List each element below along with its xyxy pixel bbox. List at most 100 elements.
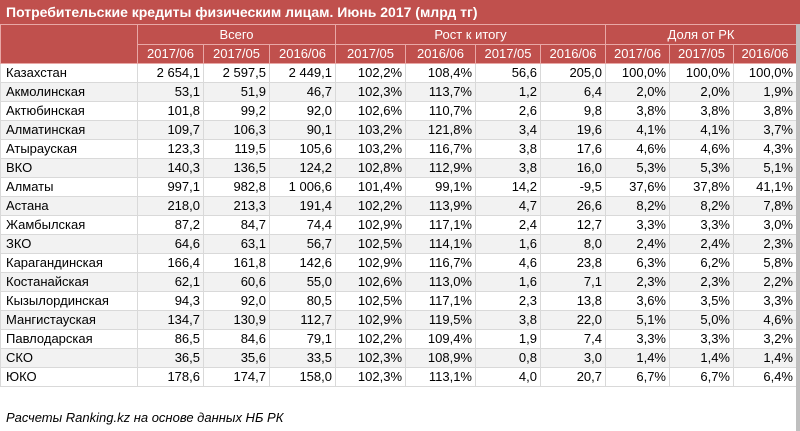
value-cell: 87,2 (137, 215, 204, 235)
value-cell: 2,0% (669, 82, 734, 102)
value-cell: 2 654,1 (137, 63, 204, 83)
value-cell: 108,9% (405, 348, 476, 368)
value-cell: 6,7% (669, 367, 734, 387)
value-cell: 5,1% (733, 158, 797, 178)
value-cell: 6,4% (733, 367, 797, 387)
value-cell: 13,8 (540, 291, 606, 311)
value-cell: 1,4% (669, 348, 734, 368)
value-cell: 5,3% (669, 158, 734, 178)
value-cell: 140,3 (137, 158, 204, 178)
value-cell: 4,3% (733, 139, 797, 159)
value-cell: 982,8 (203, 177, 270, 197)
value-cell: 60,6 (203, 272, 270, 292)
value-cell: 3,8% (733, 101, 797, 121)
value-cell: 3,8 (475, 310, 541, 330)
subheader-cell: 2017/06 (137, 44, 204, 64)
value-cell: 2,2% (733, 272, 797, 292)
value-cell: 116,7% (405, 139, 476, 159)
value-cell: 110,7% (405, 101, 476, 121)
value-cell: 80,5 (269, 291, 336, 311)
value-cell: 113,7% (405, 82, 476, 102)
table-row: Алматинская 109,7 106,3 90,1 103,2% 121,8% 3,4… (0, 120, 797, 140)
value-cell: 100,0% (733, 63, 797, 83)
value-cell: 3,3% (605, 329, 670, 349)
value-cell: 108,4% (405, 63, 476, 83)
value-cell: 213,3 (203, 196, 270, 216)
value-cell: 102,3% (335, 82, 406, 102)
value-cell: 8,0 (540, 234, 606, 254)
value-cell: 161,8 (203, 253, 270, 273)
value-cell: 102,5% (335, 234, 406, 254)
table-row: Акмолинская 53,1 51,9 46,7 102,3% 113,7% 1,2 6,… (0, 82, 797, 102)
table-body: Казахстан 2 654,1 2 597,5 2 449,1 102,2% 108,… (0, 63, 797, 387)
value-cell: 6,7% (605, 367, 670, 387)
value-cell: 56,7 (269, 234, 336, 254)
value-cell: 112,9% (405, 158, 476, 178)
region-name-cell: Акмолинская (0, 82, 138, 102)
value-cell: 102,9% (335, 253, 406, 273)
value-cell: 102,8% (335, 158, 406, 178)
table-row: СКО 36,5 35,6 33,5 102,3% 108,9% 0,8 3,0 1,4% 1,4… (0, 348, 797, 368)
region-name-cell: Алматинская (0, 120, 138, 140)
value-cell: 142,6 (269, 253, 336, 273)
table-row: Алматы 997,1 982,8 1 006,6 101,4% 99,1% 14,2 -9… (0, 177, 797, 197)
data-table: Всего Рост к итогу Доля от РК 2017/06 20… (0, 24, 797, 387)
value-cell: 74,4 (269, 215, 336, 235)
value-cell: 92,0 (203, 291, 270, 311)
table-row: Атырауская 123,3 119,5 105,6 103,2% 116,7% 3,8… (0, 139, 797, 159)
region-name-cell: Жамбылская (0, 215, 138, 235)
value-cell: -9,5 (540, 177, 606, 197)
value-cell: 94,3 (137, 291, 204, 311)
region-name-cell: СКО (0, 348, 138, 368)
value-cell: 36,5 (137, 348, 204, 368)
header-group-row: Всего Рост к итогу Доля от РК (0, 24, 797, 64)
value-cell: 102,6% (335, 101, 406, 121)
value-cell: 4,6% (605, 139, 670, 159)
value-cell: 2,4% (669, 234, 734, 254)
region-name-cell: Казахстан (0, 63, 138, 83)
value-cell: 7,8% (733, 196, 797, 216)
value-cell: 166,4 (137, 253, 204, 273)
value-cell: 191,4 (269, 196, 336, 216)
value-cell: 5,0% (669, 310, 734, 330)
value-cell: 109,4% (405, 329, 476, 349)
header-region-blank (0, 24, 138, 64)
subheader-cell: 2017/05 (475, 44, 541, 64)
subheader-cell: 2016/06 (540, 44, 606, 64)
value-cell: 3,6% (605, 291, 670, 311)
value-cell: 37,8% (669, 177, 734, 197)
region-name-cell: Карагандинская (0, 253, 138, 273)
subheader-cell: 2017/06 (605, 44, 670, 64)
value-cell: 1,9 (475, 329, 541, 349)
value-cell: 102,6% (335, 272, 406, 292)
subheader-cell: 2016/06 (733, 44, 797, 64)
value-cell: 113,0% (405, 272, 476, 292)
value-cell: 130,9 (203, 310, 270, 330)
value-cell: 7,1 (540, 272, 606, 292)
value-cell: 3,4 (475, 120, 541, 140)
value-cell: 4,6 (475, 253, 541, 273)
table-row: ВКО 140,3 136,5 124,2 102,8% 112,9% 3,8 16,0 5,3… (0, 158, 797, 178)
value-cell: 1,2 (475, 82, 541, 102)
value-cell: 116,7% (405, 253, 476, 273)
table-row: Жамбылская 87,2 84,7 74,4 102,9% 117,1% 2,4 12,… (0, 215, 797, 235)
value-cell: 4,1% (669, 120, 734, 140)
value-cell: 9,8 (540, 101, 606, 121)
value-cell: 3,0% (733, 215, 797, 235)
value-cell: 19,6 (540, 120, 606, 140)
value-cell: 102,9% (335, 310, 406, 330)
value-cell: 84,6 (203, 329, 270, 349)
value-cell: 53,1 (137, 82, 204, 102)
header-sub-row: 2017/06 2017/05 2016/06 2017/05 2016/06 … (1, 44, 797, 64)
value-cell: 119,5 (203, 139, 270, 159)
value-cell: 124,2 (269, 158, 336, 178)
value-cell: 3,3% (669, 215, 734, 235)
subheader-cell: 2017/05 (335, 44, 406, 64)
region-name-cell: Атырауская (0, 139, 138, 159)
value-cell: 136,5 (203, 158, 270, 178)
value-cell: 90,1 (269, 120, 336, 140)
value-cell: 117,1% (405, 291, 476, 311)
value-cell: 1,4% (605, 348, 670, 368)
value-cell: 6,3% (605, 253, 670, 273)
value-cell: 99,1% (405, 177, 476, 197)
